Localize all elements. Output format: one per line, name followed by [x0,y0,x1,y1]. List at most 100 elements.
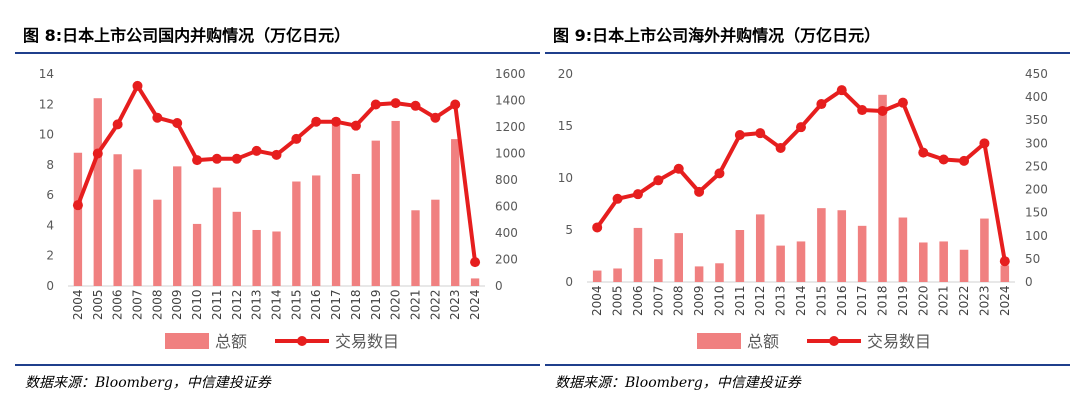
line-point [370,99,381,110]
bar [93,98,102,286]
x-tick-label: 2021 [409,289,423,320]
chart-panel-domestic: 图 8:日本上市公司国内并购情况（万亿日元） 0 2 4 6 8 10 12 14 0 200 40… [15,0,540,400]
x-tick-label: 2024 [468,289,482,320]
line-point [938,154,949,165]
x-tick-label: 2014 [794,285,808,316]
line-point [132,80,143,91]
y-right-tick-label: 800 [495,173,518,187]
bar [292,181,301,286]
line-point [755,128,766,139]
line-point [796,122,806,133]
y-right-tick-label: 1200 [495,120,526,134]
x-tick-label: 2009 [692,285,706,316]
chart-panel-overseas: 图 9:日本上市公司海外并购情况（万亿日元） 0 5 10 15 20 0 50 100 150… [545,0,1070,400]
bar [371,140,380,286]
x-tick-label: 2005 [611,285,625,316]
source-note: 数据来源：Bloomberg，中信建投证券 [25,375,271,391]
x-tick-label: 2019 [896,285,910,316]
y-right-tick-label: 350 [1025,113,1048,127]
bottom-rule [545,364,1070,366]
bar [312,175,321,286]
x-tick-label: 2022 [957,285,971,316]
x-tick-label: 2004 [590,285,604,316]
y-right-tick-label: 50 [1025,252,1040,266]
y-right-tick-label: 150 [1025,206,1048,220]
bar [735,230,745,282]
x-tick-label: 2023 [448,289,462,320]
bar [939,241,948,282]
line-point [734,130,745,141]
line-point [211,153,222,164]
x-tick-label: 2021 [937,285,951,316]
top-rule [545,52,1070,54]
y-left-tick-label: 15 [558,119,573,133]
y-left-tick-label: 0 [46,279,54,293]
line-point [390,98,401,109]
legend-swatch-bar [165,333,209,349]
top-rule [15,52,540,54]
y-left-tick-label: 8 [46,158,54,172]
line-point [714,168,725,179]
line-point [152,112,163,123]
bar [73,152,83,286]
x-tick-label: 2009 [170,289,184,320]
bar [613,268,622,282]
y-right-tick-label: 450 [1025,67,1048,81]
line-point [331,116,342,127]
line-point [632,189,643,200]
line-point [836,85,847,96]
x-tick-label: 2005 [91,289,105,320]
figure-title: 图 8:日本上市公司国内并购情况（万亿日元） [23,26,351,45]
bar [252,229,261,286]
bar [837,210,847,282]
x-tick-label: 2006 [111,289,125,320]
figure-title: 图 9:日本上市公司海外并购情况（万亿日元） [553,26,881,45]
x-tick-label: 2020 [389,289,403,320]
x-tick-label: 2016 [309,289,323,320]
bar [715,263,724,282]
x-tick-label: 2018 [876,285,890,316]
x-tick-label: 2024 [998,285,1012,316]
y-right-tick-label: 0 [1025,275,1033,289]
y-right-tick-label: 250 [1025,159,1048,173]
y-left-tick-label: 10 [39,128,54,142]
line-point [72,200,83,211]
bar [331,120,341,286]
bar [694,266,704,282]
y-right-tick-label: 300 [1025,136,1048,150]
bar [1000,265,1010,282]
x-tick-label: 2023 [977,285,991,316]
y-left-tick-label: 10 [558,171,573,185]
bar [391,120,400,286]
bar [959,249,969,282]
bar [633,227,643,282]
x-tick-label: 2012 [230,289,244,320]
source-note: 数据来源：Bloomberg，中信建投证券 [555,375,801,391]
x-tick-label: 2017 [329,289,343,320]
line-point [112,119,123,130]
y-right-tick-label: 600 [495,200,518,214]
bar [755,214,765,282]
y-right-tick-label: 100 [1025,229,1048,243]
line-point [775,142,786,153]
bar [654,259,663,282]
x-tick-label: 2017 [855,285,869,316]
bar [351,173,361,286]
x-tick-label: 2010 [190,289,204,320]
y-right-tick-label: 200 [1025,183,1048,197]
bar [272,231,281,286]
line-point [653,175,664,186]
line-point [291,133,302,144]
bar [411,210,420,286]
line-point [450,99,461,110]
bar [173,166,182,286]
x-tick-label: 2011 [210,289,224,320]
bar [133,169,142,286]
x-tick-label: 2016 [835,285,849,316]
y-right-tick-label: 1600 [495,67,526,81]
line-point [959,155,970,166]
y-right-tick-label: 1400 [495,94,526,108]
x-tick-label: 2013 [250,289,264,320]
line-point [271,149,282,160]
line-point [231,153,242,164]
